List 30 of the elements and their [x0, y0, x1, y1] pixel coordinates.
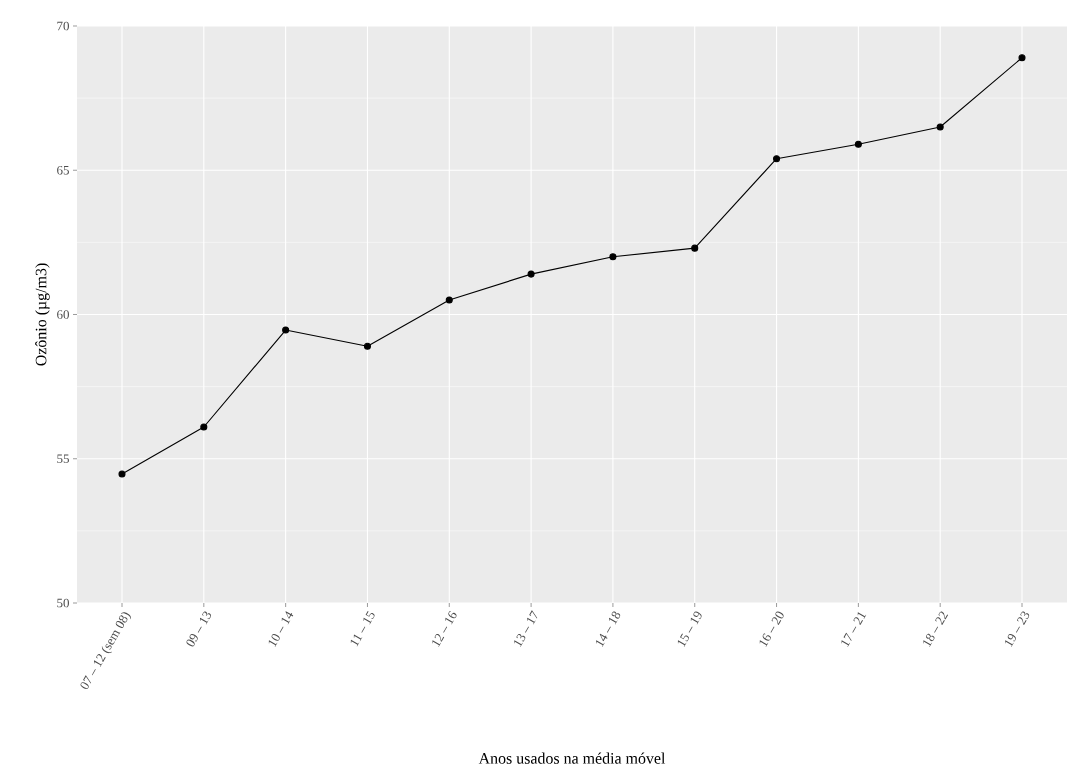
x-tick-label: 10 – 14 — [268, 611, 294, 647]
x-tick-label: 16 – 20 — [759, 611, 784, 647]
point — [363, 342, 371, 350]
point — [773, 155, 781, 163]
y-tick-label: 60 — [57, 310, 69, 319]
point — [609, 253, 617, 261]
x-axis-title: Anos usados na média móvel — [478, 752, 666, 764]
y-tick-label: 70 — [57, 21, 69, 31]
point — [936, 123, 944, 131]
x-tick-label: 13 – 17 — [514, 610, 538, 647]
point — [445, 296, 453, 304]
x-tick-label: 12 – 16 — [432, 610, 457, 647]
point — [200, 423, 208, 431]
y-axis-title: Ozônio (µg/m3) — [35, 263, 50, 366]
x-tick-label: 19 – 23 — [1005, 611, 1030, 647]
x-tick-label: 18 – 22 — [923, 611, 949, 647]
point — [854, 140, 862, 148]
point — [691, 244, 699, 252]
y-tick-label: 50 — [57, 598, 69, 608]
point — [282, 326, 290, 334]
point — [118, 470, 126, 478]
point — [1018, 54, 1026, 62]
y-tick-label: 55 — [57, 454, 69, 464]
y-tick-label: 65 — [57, 165, 69, 175]
x-tick-label: 11 – 15 — [350, 611, 375, 647]
x-tick-label: 15 – 19 — [677, 611, 702, 647]
x-tick-label: 17 – 21 — [841, 612, 867, 647]
x-tick-label: 09 – 13 — [186, 611, 212, 647]
point — [527, 270, 535, 278]
x-tick-label: 14 – 18 — [596, 611, 621, 647]
